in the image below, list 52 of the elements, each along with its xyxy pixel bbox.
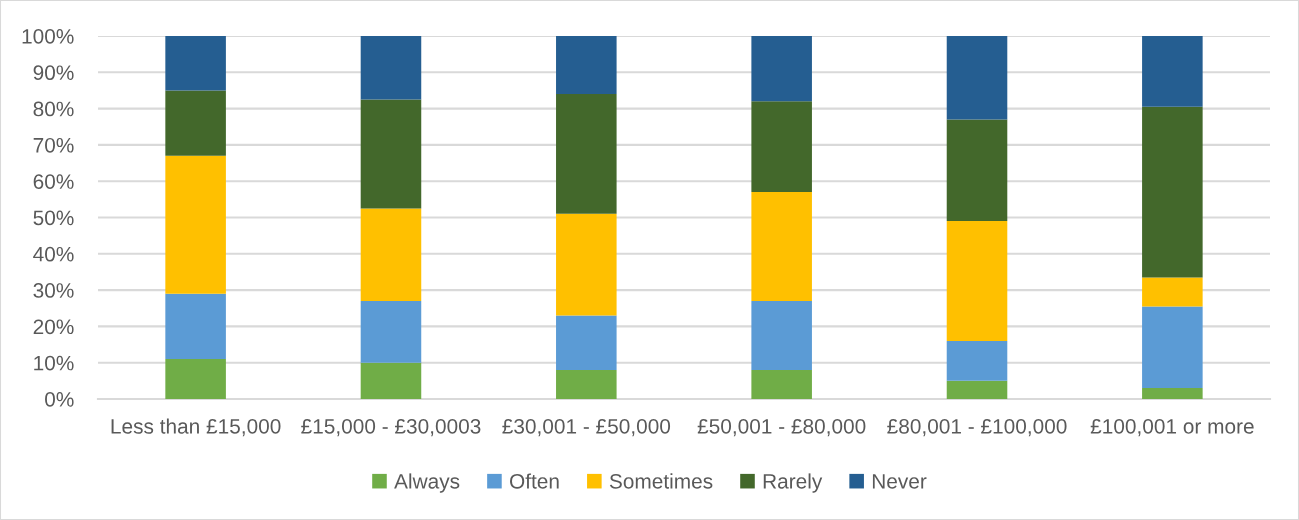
bar: [360, 35, 422, 100]
bar: [1142, 35, 1203, 107]
bar: [165, 90, 226, 156]
bar: [946, 119, 1008, 222]
bar: [556, 35, 617, 95]
bar: [946, 340, 1008, 381]
bar: [360, 99, 422, 209]
x-tick-label: £50,001 - £80,000: [697, 418, 866, 437]
bar: [1142, 277, 1203, 307]
bar: [556, 94, 617, 214]
y-tick-label: 30%: [33, 283, 74, 298]
legend-label: Rarely: [763, 473, 823, 493]
legend-label: Always: [394, 473, 460, 493]
bar: [165, 293, 226, 360]
bar: [751, 35, 812, 102]
bar: [751, 369, 812, 399]
x-tick-label: Less than £15,000: [111, 418, 281, 437]
bar: [556, 369, 617, 399]
y-tick-label: 40%: [33, 246, 74, 262]
bar: [751, 300, 812, 370]
bar: [751, 192, 812, 301]
y-tick-label: 100%: [22, 28, 74, 44]
y-tick-label: 20%: [33, 319, 74, 335]
bar: [556, 213, 617, 316]
bar: [1142, 388, 1203, 399]
y-tick-label: 50%: [33, 210, 74, 226]
legend-label: Often: [510, 473, 559, 489]
bar: [165, 35, 226, 91]
bar: [360, 208, 422, 301]
bar: [556, 315, 617, 370]
bar: [946, 380, 1008, 399]
x-tick-label: £80,001 - £100,000: [887, 418, 1067, 437]
y-tick-label: 70%: [33, 137, 74, 153]
bar: [165, 155, 226, 294]
legend-label: Sometimes: [609, 473, 713, 489]
legend-label: Never: [872, 474, 927, 489]
x-tick-label: £100,001 or more: [1090, 418, 1254, 437]
bar: [360, 362, 422, 399]
y-tick-label: 0%: [45, 392, 74, 407]
bar: [946, 221, 1008, 341]
x-tick-label: £30,001 - £50,000: [502, 418, 671, 437]
y-tick-label: 10%: [34, 355, 74, 371]
bar: [946, 35, 1008, 120]
y-tick-label: 80%: [33, 101, 74, 117]
y-tick-label: 60%: [33, 174, 74, 189]
bar: [360, 300, 422, 363]
bar: [751, 101, 812, 193]
y-tick-label: 90%: [33, 65, 74, 81]
x-tick-label: £15,000 - £30,0003: [301, 418, 481, 437]
bar: [1142, 306, 1203, 389]
bar: [1142, 106, 1203, 278]
bar: [165, 359, 226, 399]
